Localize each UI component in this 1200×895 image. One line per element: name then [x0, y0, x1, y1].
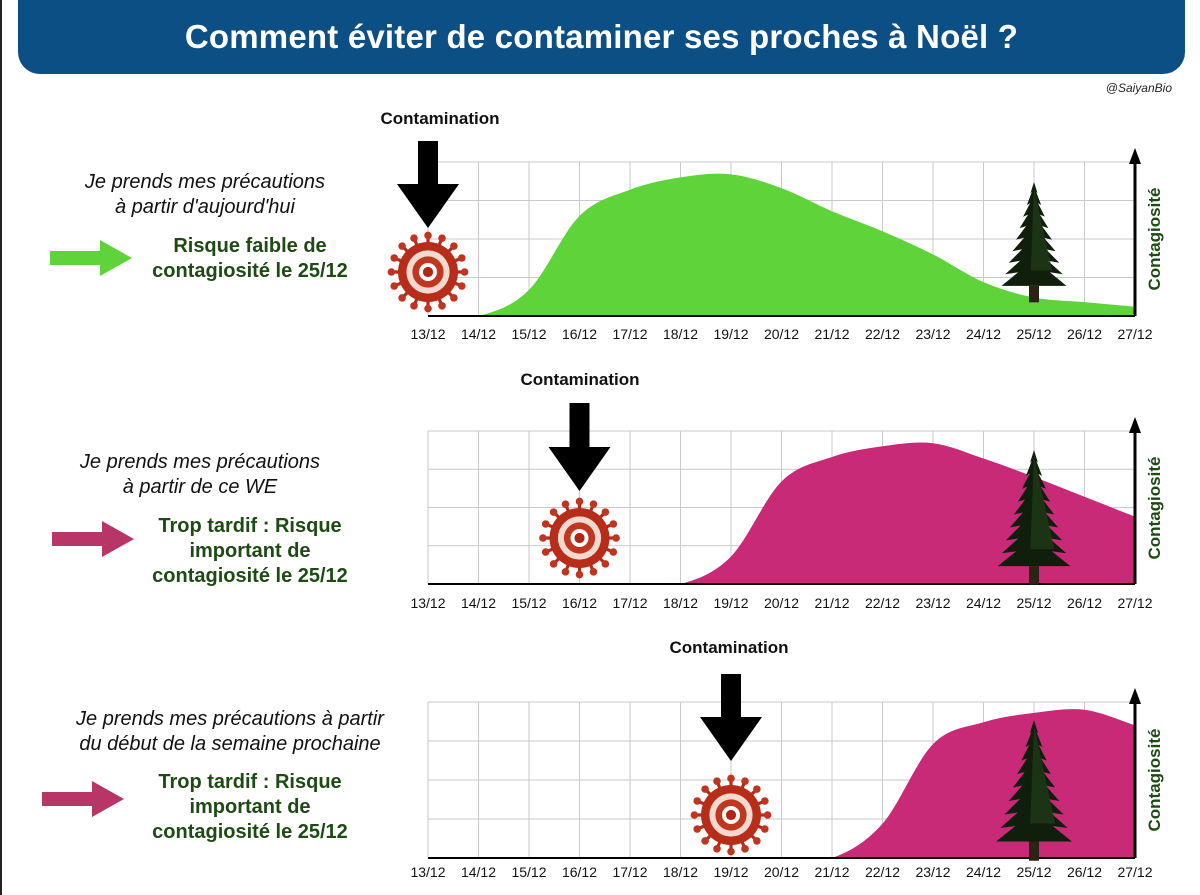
page-left-border — [0, 0, 2, 895]
precaution-line: Je prends mes précautions — [79, 451, 321, 473]
x-tick-label: 24/12 — [966, 326, 1001, 342]
x-tick-label: 22/12 — [865, 326, 900, 342]
x-tick-label: 15/12 — [511, 326, 546, 342]
x-tick-label: 19/12 — [713, 595, 748, 611]
magenta-right-arrow-icon — [42, 781, 124, 817]
precaution-text: Je prends mes précautions à partir d'auj… — [40, 170, 370, 220]
x-tick-label: 17/12 — [612, 595, 647, 611]
risk-line: Trop tardif : Risque — [158, 771, 342, 793]
x-tick-label: 21/12 — [814, 595, 849, 611]
precaution-text: Je prends mes précautions à partir de ce… — [50, 450, 350, 500]
contagiosity-area — [428, 173, 1135, 316]
x-tick-label: 15/12 — [511, 864, 546, 880]
risk-line: contagiosité le 25/12 — [152, 565, 348, 587]
christmas-tree-icon — [1001, 182, 1067, 303]
contamination-label: Contamination — [669, 638, 789, 657]
x-tick-label: 21/12 — [814, 864, 849, 880]
chart-3: 13/12 14/12 15/12 16/12 17/12 18/12 19/12 20/12… — [410, 674, 1164, 880]
green-right-arrow-icon — [50, 240, 132, 276]
x-tick-label: 26/12 — [1067, 595, 1102, 611]
title-banner: Comment éviter de contaminer ses proches… — [18, 0, 1185, 74]
x-tick-label: 23/12 — [915, 326, 950, 342]
y-axis-label: Contagiosité — [1145, 188, 1164, 291]
contagiosity-area — [428, 709, 1135, 858]
contamination-arrow-icon — [397, 141, 459, 228]
x-tick-label: 24/12 — [966, 864, 1001, 880]
x-tick-label: 27/12 — [1117, 864, 1152, 880]
x-tick-label: 13/12 — [410, 595, 445, 611]
y-axis-label: Contagiosité — [1145, 729, 1164, 832]
risk-line: important de — [189, 540, 311, 562]
chart-2: 13/12 14/12 15/12 16/12 17/12 18/12 19/12 20/12… — [410, 403, 1164, 611]
y-axis-arrowhead-icon — [1129, 148, 1141, 164]
x-tick-label: 27/12 — [1117, 326, 1152, 342]
x-tick-label: 20/12 — [764, 595, 799, 611]
x-tick-label: 25/12 — [1016, 864, 1051, 880]
risk-text: Trop tardif : Risque important de contag… — [128, 770, 372, 845]
x-tick-label: 25/12 — [1016, 595, 1051, 611]
y-axis-arrowhead-icon — [1129, 417, 1141, 433]
risk-line: contagiosité le 25/12 — [152, 821, 348, 843]
x-tick-label: 23/12 — [915, 595, 950, 611]
x-tick-label: 16/12 — [562, 864, 597, 880]
risk-text: Risque faible de contagiosité le 25/12 — [128, 234, 372, 284]
x-tick-label: 24/12 — [966, 595, 1001, 611]
page-title: Comment éviter de contaminer ses proches… — [184, 18, 1019, 55]
x-tick-label: 27/12 — [1117, 595, 1152, 611]
x-tick-label: 19/12 — [713, 864, 748, 880]
precaution-line: à partir d'aujourd'hui — [115, 196, 295, 218]
x-tick-label: 20/12 — [764, 864, 799, 880]
x-tick-label: 14/12 — [461, 595, 496, 611]
x-tick-label: 20/12 — [764, 326, 799, 342]
y-axis-arrowhead-icon — [1129, 688, 1141, 704]
chart-1: 13/12 14/12 15/12 16/12 17/12 18/12 19/12 20/12… — [387, 141, 1164, 342]
christmas-tree-icon — [996, 720, 1072, 861]
precaution-text: Je prends mes précautions à partir du dé… — [40, 707, 420, 757]
risk-line: contagiosité le 25/12 — [152, 260, 348, 282]
x-tick-label: 19/12 — [713, 326, 748, 342]
precaution-line: à partir de ce WE — [122, 476, 278, 498]
virus-icon — [539, 497, 620, 579]
contagiosity-area — [428, 442, 1135, 584]
risk-line: Trop tardif : Risque — [158, 515, 342, 537]
x-tick-label: 17/12 — [612, 326, 647, 342]
x-tick-label: 15/12 — [511, 595, 546, 611]
x-tick-label: 22/12 — [865, 595, 900, 611]
x-tick-label: 18/12 — [663, 326, 698, 342]
credit-handle: @SaiyanBio — [1105, 81, 1172, 95]
virus-icon — [387, 231, 469, 313]
contamination-label: Contamination — [380, 109, 500, 128]
contamination-arrow-icon — [700, 674, 762, 761]
precaution-line: Je prends mes précautions — [84, 171, 326, 193]
christmas-tree-icon — [997, 450, 1071, 585]
x-tick-label: 14/12 — [461, 864, 496, 880]
x-tick-label: 26/12 — [1067, 326, 1102, 342]
virus-icon — [690, 774, 772, 856]
x-tick-label: 16/12 — [562, 595, 597, 611]
x-tick-label: 13/12 — [410, 864, 445, 880]
x-tick-label: 14/12 — [461, 326, 496, 342]
contamination-arrow-icon — [548, 403, 611, 491]
risk-line: important de — [189, 796, 311, 818]
contamination-label: Contamination — [520, 370, 640, 389]
risk-line: Risque faible de — [173, 235, 327, 257]
x-tick-label: 16/12 — [562, 326, 597, 342]
x-tick-label: 25/12 — [1016, 326, 1051, 342]
x-tick-label: 21/12 — [814, 326, 849, 342]
x-tick-label: 23/12 — [915, 864, 950, 880]
y-axis-label: Contagiosité — [1145, 457, 1164, 560]
x-tick-label: 22/12 — [865, 864, 900, 880]
x-tick-label: 17/12 — [612, 864, 647, 880]
x-tick-label: 13/12 — [410, 326, 445, 342]
precaution-line: Je prends mes précautions à partir — [76, 708, 384, 730]
x-tick-label: 26/12 — [1067, 864, 1102, 880]
magenta-right-arrow-icon — [52, 521, 134, 557]
x-tick-label: 18/12 — [663, 595, 698, 611]
risk-text: Trop tardif : Risque important de contag… — [128, 514, 372, 589]
precaution-line: du début de la semaine prochaine — [79, 733, 381, 755]
x-tick-label: 18/12 — [663, 864, 698, 880]
